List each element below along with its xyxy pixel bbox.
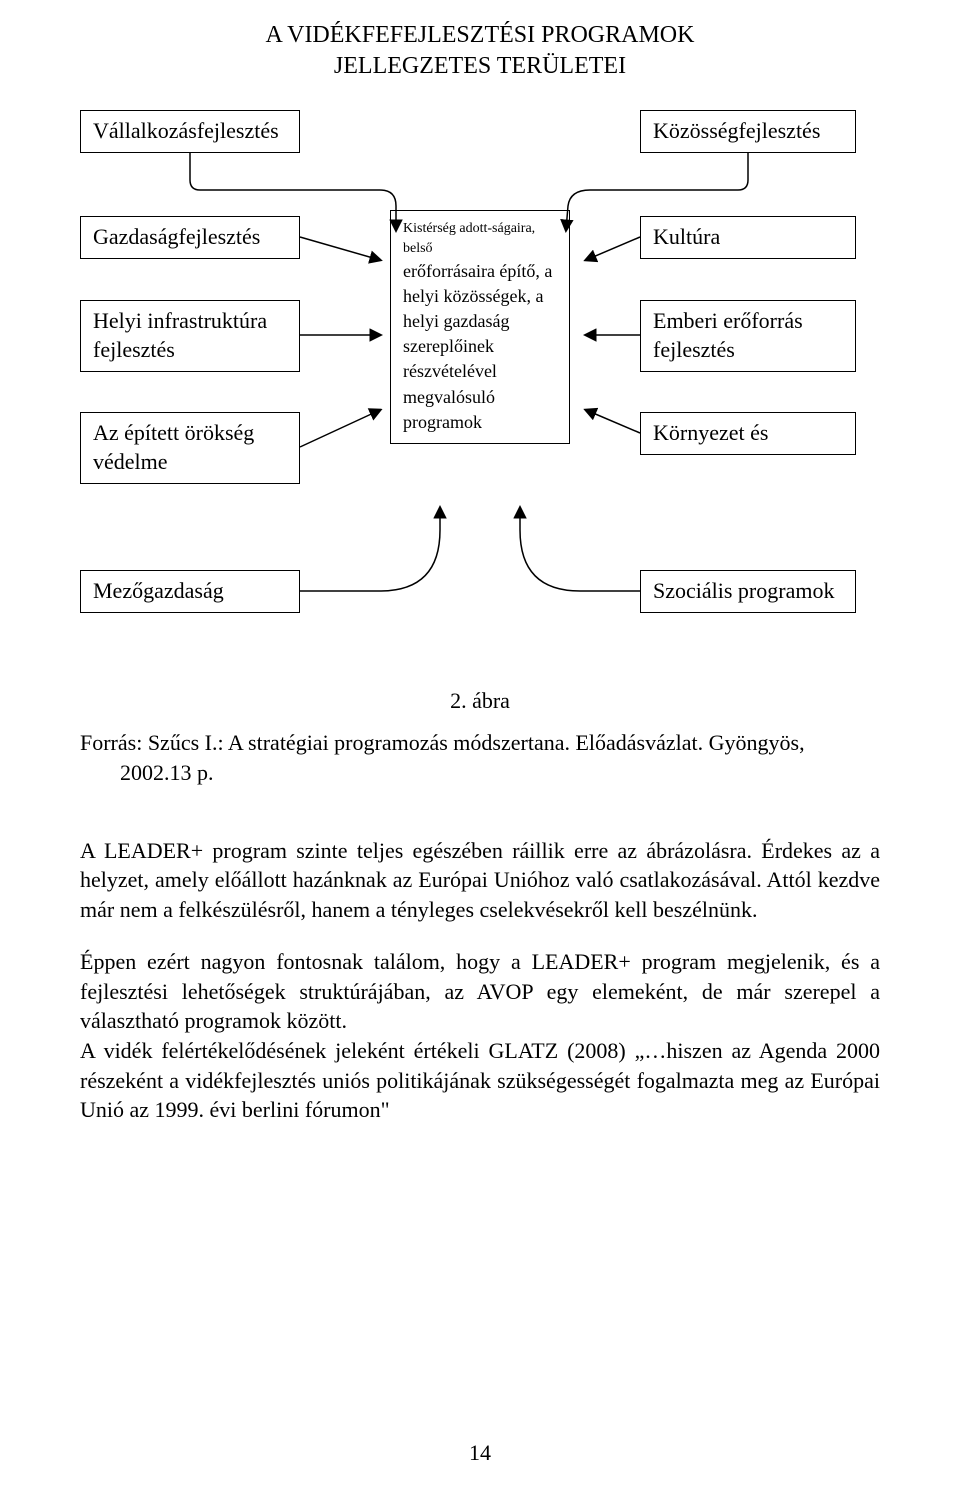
- box-right2: Emberi erőforrás fejlesztés: [640, 300, 856, 371]
- box-right1: Kultúra: [640, 216, 856, 259]
- source-line: Forrás: Szűcs I.: A stratégiai programoz…: [80, 728, 880, 787]
- page-number: 14: [0, 1440, 960, 1466]
- box-bottom-right: Szociális programok: [640, 570, 856, 613]
- box-left1-label: Gazdaságfejlesztés: [93, 224, 260, 249]
- box-left3: Az épített örökség védelme: [80, 412, 300, 483]
- page-title: A VIDÉKFEFEJLESZTÉSI PROGRAMOK JELLEGZET…: [80, 20, 880, 82]
- box-bottom-right-label: Szociális programok: [653, 578, 834, 603]
- box-right2-label-a: Emberi erőforrás: [653, 308, 803, 333]
- box-bottom-left: Mezőgazdaság: [80, 570, 300, 613]
- box-right3-label: Környezet és: [653, 420, 768, 445]
- box-bottom-left-label: Mezőgazdaság: [93, 578, 224, 603]
- title-line2: JELLEGZETES TERÜLETEI: [334, 53, 626, 79]
- box-center: Kistérség adott-ságaira, belső erőforrás…: [390, 210, 570, 444]
- box-left3-label-b: védelme: [93, 449, 168, 474]
- paragraph-3: A vidék felértékelődésének jeleként érté…: [80, 1036, 880, 1125]
- box-top-right: Közösségfejlesztés: [640, 110, 856, 153]
- box-top-left-label: Vállalkozásfejlesztés: [93, 118, 279, 143]
- box-center-mainlabel: erőforrásaira építő, a helyi közösségek,…: [403, 259, 557, 435]
- figure-caption: 2. ábra: [80, 688, 880, 714]
- box-right3: Környezet és: [640, 412, 856, 455]
- paragraph-1: A LEADER+ program szinte teljes egészébe…: [80, 836, 880, 925]
- box-center-sublabel: Kistérség adott-ságaira, belső: [403, 219, 557, 258]
- box-left2-label-a: Helyi infrastruktúra: [93, 308, 267, 333]
- box-right1-label: Kultúra: [653, 224, 720, 249]
- box-left2-label-b: fejlesztés: [93, 337, 175, 362]
- box-left1: Gazdaságfejlesztés: [80, 216, 300, 259]
- box-top-left: Vállalkozásfejlesztés: [80, 110, 300, 153]
- box-right2-label-b: fejlesztés: [653, 337, 735, 362]
- flowchart-diagram: Vállalkozásfejlesztés Közösségfejlesztés…: [80, 110, 880, 670]
- box-left3-label-a: Az épített örökség: [93, 420, 254, 445]
- box-top-right-label: Közösségfejlesztés: [653, 118, 820, 143]
- box-left2: Helyi infrastruktúra fejlesztés: [80, 300, 300, 371]
- paragraph-2: Éppen ezért nagyon fontosnak találom, ho…: [80, 947, 880, 1036]
- title-line1: A VIDÉKFEFEJLESZTÉSI PROGRAMOK: [266, 22, 695, 48]
